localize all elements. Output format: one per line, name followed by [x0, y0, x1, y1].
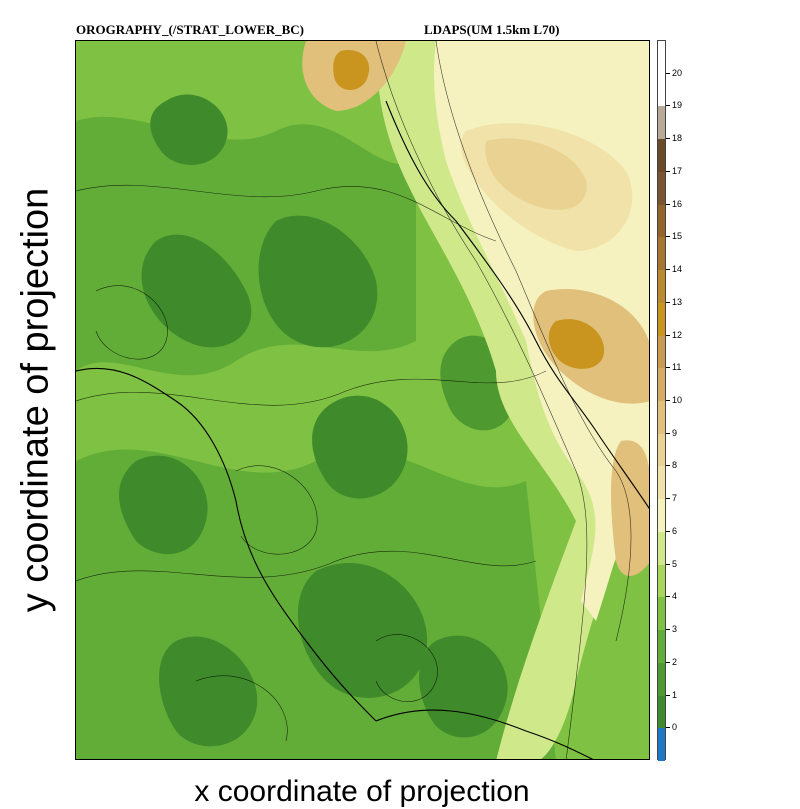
plot-title-right: LDAPS(UM 1.5km L70): [424, 22, 560, 37]
terrain-low-1: [141, 234, 252, 348]
contour-lines: [76, 41, 632, 759]
colorbar-segment: [658, 106, 665, 140]
colorbar-segment: [658, 139, 665, 172]
colorbar-segment: [658, 695, 665, 729]
colorbar-tick-label: 6: [672, 525, 678, 536]
colorbar-segment: [658, 204, 665, 238]
colorbar-segment: [658, 401, 665, 434]
colorbar-segment: [658, 564, 665, 598]
colorbar-tick: [666, 530, 670, 532]
colorbar-segment: [658, 335, 665, 369]
colorbar-tick: [666, 105, 670, 107]
ridge-east-core: [485, 138, 587, 210]
colorbar-tick-label: 3: [672, 624, 678, 635]
colorbar-tick-label: 0: [672, 722, 678, 733]
colorbar-tick: [666, 203, 670, 205]
colorbar-tick-label: 1: [672, 689, 678, 700]
colorbar-tick-label: 8: [672, 460, 678, 471]
colorbar-tick: [666, 400, 670, 401]
colorbar-tick: [666, 301, 670, 303]
ridge-east-summit: [548, 319, 605, 369]
y-axis-label: y coordinate of projection: [14, 187, 57, 613]
colorbar-tick: [666, 72, 670, 74]
contour-2: [76, 370, 547, 406]
colorbar-tick-label: 7: [672, 493, 678, 504]
colorbar-tick-label: 14: [672, 264, 683, 275]
colorbar-segment: [658, 728, 665, 761]
ridge-south-east: [611, 440, 649, 576]
colorbar-tick-label: 17: [672, 165, 683, 176]
colorbar-segment: [658, 662, 665, 696]
colorbar-tick: [666, 269, 670, 271]
terrain-low-7: [159, 636, 258, 747]
colorbar-tick-label: 10: [672, 395, 683, 405]
colorbar-segment-top: [658, 41, 665, 74]
colorbar-tick-label: 4: [672, 591, 678, 602]
colorbar-tick-label: 5: [672, 558, 678, 569]
colorbar-tick: [666, 694, 670, 696]
plot-title-left: OROGRAPHY_(/STRAT_LOWER_BC): [76, 22, 304, 37]
ridge-north-peak: [333, 50, 370, 91]
colorbar-tick-label: 16: [672, 198, 683, 209]
contour-9: [375, 634, 438, 702]
terrain-low-9: [150, 94, 228, 165]
colorbar-tick: [666, 661, 670, 663]
colorbar-tick-label: 20: [672, 67, 683, 78]
colorbar-tick: [666, 465, 670, 467]
colorbar-segment: [658, 237, 665, 271]
terrain-mid-1: [76, 116, 416, 376]
terrain-low-4: [119, 455, 208, 555]
colorbar-tick-label: 13: [672, 296, 683, 307]
colorbar-segment: [658, 630, 665, 663]
colorbar-segment: [658, 531, 665, 565]
colorbar-tick-label: 11: [672, 362, 682, 373]
terrain-low-5: [297, 562, 428, 698]
colorbar: [657, 40, 666, 761]
contour-5: [435, 41, 632, 642]
colorbar-segment: [658, 466, 665, 500]
border-lines: [76, 100, 649, 759]
colorbar-tick: [666, 498, 670, 500]
colorbar-tick: [666, 727, 670, 729]
colorbar-tick: [666, 138, 670, 140]
colorbar-tick: [666, 334, 670, 336]
terrain-low-3: [312, 395, 408, 499]
colorbar-segment: [658, 597, 665, 631]
colorbar-tick: [666, 629, 670, 631]
contour-3: [76, 550, 537, 582]
border-south: [375, 709, 594, 759]
colorbar-tick-label: 2: [672, 656, 678, 667]
colorbar-tick: [666, 367, 670, 369]
colorbar-segment: [658, 270, 665, 303]
colorbar-segment: [658, 368, 665, 401]
contour-7: [235, 465, 318, 555]
colorbar-tick: [666, 596, 670, 598]
colorbar-tick: [666, 236, 670, 238]
contour-6: [95, 285, 168, 360]
colorbar-segment: [658, 499, 665, 532]
terrain-low-2: [258, 215, 378, 348]
border-east: [385, 100, 649, 510]
contour-4: [375, 41, 588, 759]
colorbar-tick-label: 19: [672, 100, 683, 111]
colorbar-tick-label: 12: [672, 329, 683, 340]
x-axis-label: x coordinate of projection: [194, 775, 530, 808]
colorbar-segment: [658, 171, 665, 205]
colorbar-tick-label: 18: [672, 133, 683, 144]
colorbar-segment: [658, 302, 665, 336]
colorbar-tick: [666, 432, 670, 434]
colorbar-segment: [658, 73, 665, 107]
colorbar-tick-label: 9: [672, 427, 678, 438]
colorbar-tick: [666, 563, 670, 565]
contour-1: [76, 184, 497, 242]
border-west: [76, 367, 377, 722]
orography-map: [75, 40, 650, 760]
terrain-low-6: [419, 635, 508, 738]
colorbar-tick: [666, 170, 670, 172]
colorbar-tick-label: 15: [672, 231, 683, 242]
contour-8: [195, 675, 288, 742]
colorbar-segment: [658, 433, 665, 467]
